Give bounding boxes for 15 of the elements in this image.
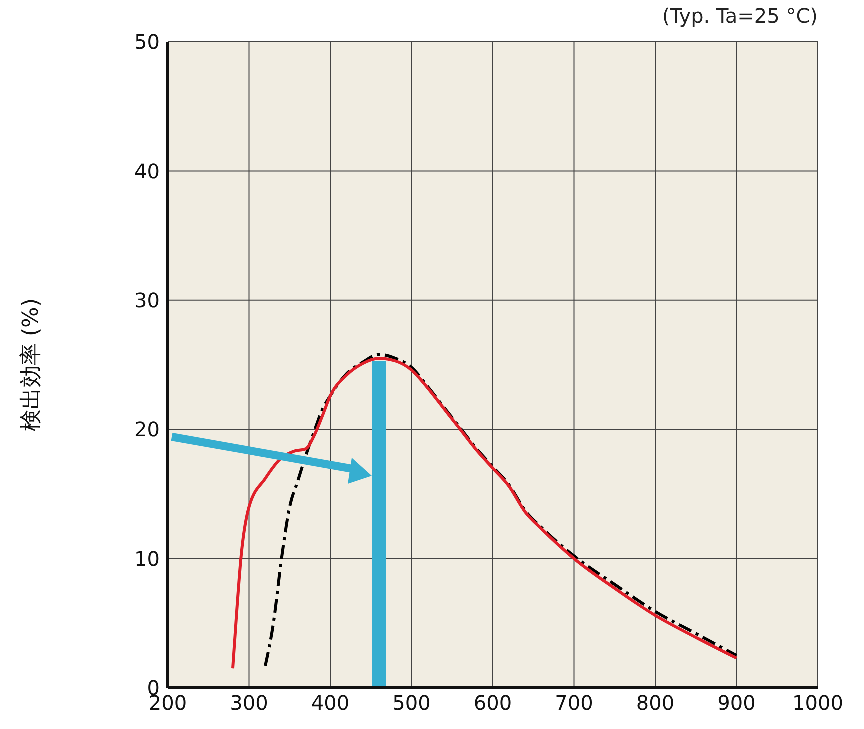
x-tick-label: 700 (555, 691, 594, 716)
y-axis-title: 検出効率 (%) (18, 298, 44, 432)
x-tick-label: 900 (718, 691, 756, 716)
x-tick-label: 1000 (792, 691, 844, 716)
y-tick-label: 10 (134, 546, 160, 571)
x-tick-label: 600 (474, 691, 512, 716)
chart-subtitle: (Typ. Ta=25 °C) (662, 4, 818, 28)
x-tick-label: 800 (636, 691, 675, 716)
y-tick-label: 20 (134, 418, 160, 442)
x-tick-label: 300 (230, 691, 268, 716)
x-tick-label: 500 (392, 691, 431, 716)
x-tick-label: 400 (311, 691, 350, 716)
y-tick-label: 50 (134, 30, 160, 54)
y-tick-label: 30 (134, 288, 160, 312)
y-tick-label: 40 (134, 159, 160, 184)
